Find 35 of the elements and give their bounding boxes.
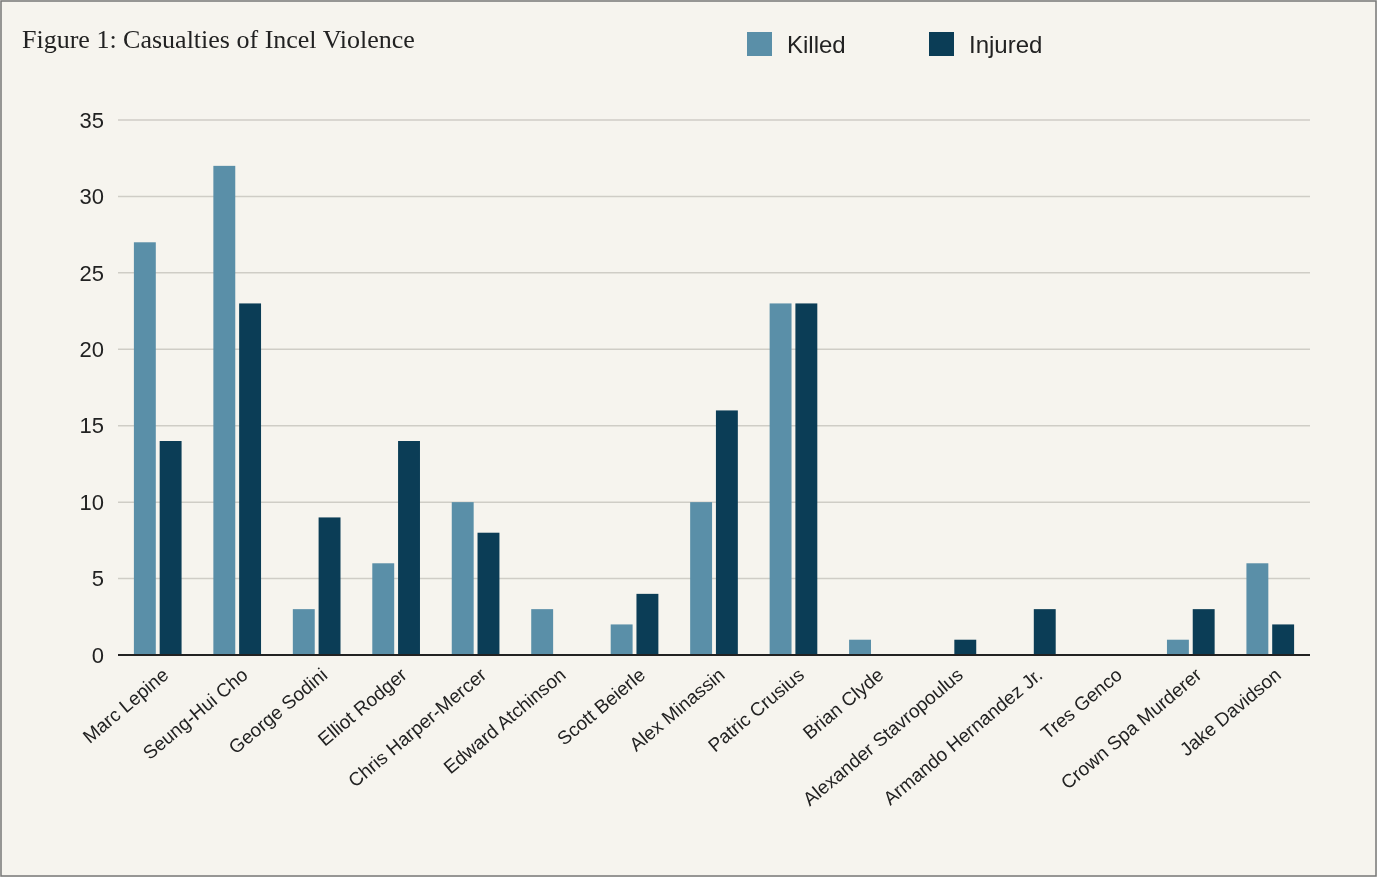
bar xyxy=(239,303,262,655)
y-tick-label: 35 xyxy=(79,107,104,133)
bar xyxy=(610,624,633,655)
bar xyxy=(292,609,315,655)
bar xyxy=(1272,624,1295,655)
bar xyxy=(690,502,713,655)
bar xyxy=(849,639,871,655)
bar xyxy=(954,639,977,655)
y-tick-label: 15 xyxy=(79,413,104,439)
bar xyxy=(1166,639,1189,655)
bar xyxy=(531,609,554,655)
chart-title: Figure 1: Casualties of Incel Violence xyxy=(22,25,415,54)
bar xyxy=(636,593,659,655)
bar xyxy=(451,502,474,655)
y-tick-label: 10 xyxy=(79,489,104,515)
bar xyxy=(213,165,236,655)
legend-label: Injured xyxy=(969,31,1043,58)
bar xyxy=(795,303,818,655)
y-tick-label: 30 xyxy=(79,184,104,210)
bar xyxy=(715,410,738,655)
bar xyxy=(159,441,182,655)
bar xyxy=(1246,563,1269,655)
y-tick-label: 0 xyxy=(91,642,104,668)
bar xyxy=(1033,609,1056,655)
bar xyxy=(398,441,420,655)
y-tick-label: 5 xyxy=(91,566,104,592)
y-tick-label: 25 xyxy=(79,260,104,286)
bar xyxy=(1192,609,1215,655)
legend-label: Killed xyxy=(787,31,846,58)
bar xyxy=(318,517,341,655)
y-tick-label: 20 xyxy=(79,336,104,362)
bar xyxy=(477,532,500,655)
bar xyxy=(769,303,792,655)
bar xyxy=(133,242,156,655)
bar xyxy=(372,563,395,655)
